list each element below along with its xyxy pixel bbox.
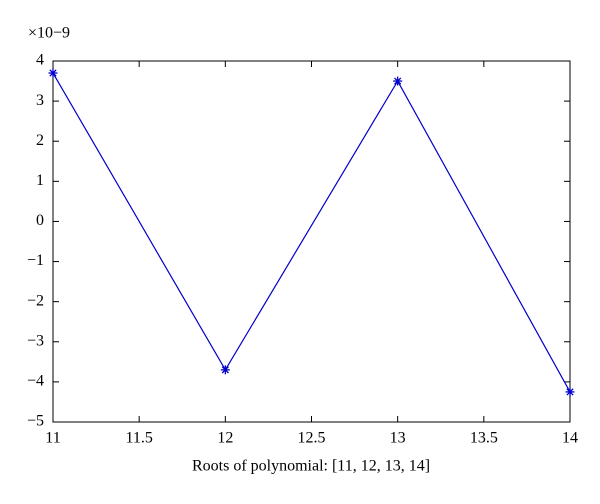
data-marker	[220, 365, 230, 375]
y-tick-label: 3	[36, 92, 44, 109]
y-tick-label: 1	[36, 172, 44, 189]
x-tick-label: 13.5	[470, 430, 498, 447]
y-tick-label: −5	[27, 413, 44, 430]
y-tick-label: −4	[27, 373, 44, 390]
x-tick-label: 11	[45, 430, 60, 447]
marker-stroke	[49, 69, 57, 77]
y-tick-label: −3	[27, 332, 44, 349]
x-tick-label: 12.5	[298, 430, 326, 447]
data-marker	[393, 76, 403, 86]
y-tick-label: 0	[36, 212, 44, 229]
marker-stroke	[566, 388, 574, 396]
data-marker	[48, 68, 58, 78]
marker-stroke	[394, 77, 402, 85]
marker-stroke	[221, 366, 229, 374]
y-multiplier: ×10−9	[28, 25, 70, 42]
data-line	[52, 72, 571, 393]
y-tick-label: 4	[36, 52, 44, 69]
y-tick-label: 2	[36, 132, 44, 149]
x-tick-label: 14	[562, 430, 578, 447]
x-tick-label: 13	[390, 430, 406, 447]
y-tick-label: −1	[27, 252, 44, 269]
x-tick-label: 12	[217, 430, 233, 447]
x-tick-label: 11.5	[125, 430, 152, 447]
data-marker	[565, 387, 575, 397]
y-tick-label: −2	[27, 292, 44, 309]
x-axis-label: Roots of polynomial: [11, 12, 13, 14]	[192, 458, 430, 475]
plot-frame	[52, 60, 571, 423]
